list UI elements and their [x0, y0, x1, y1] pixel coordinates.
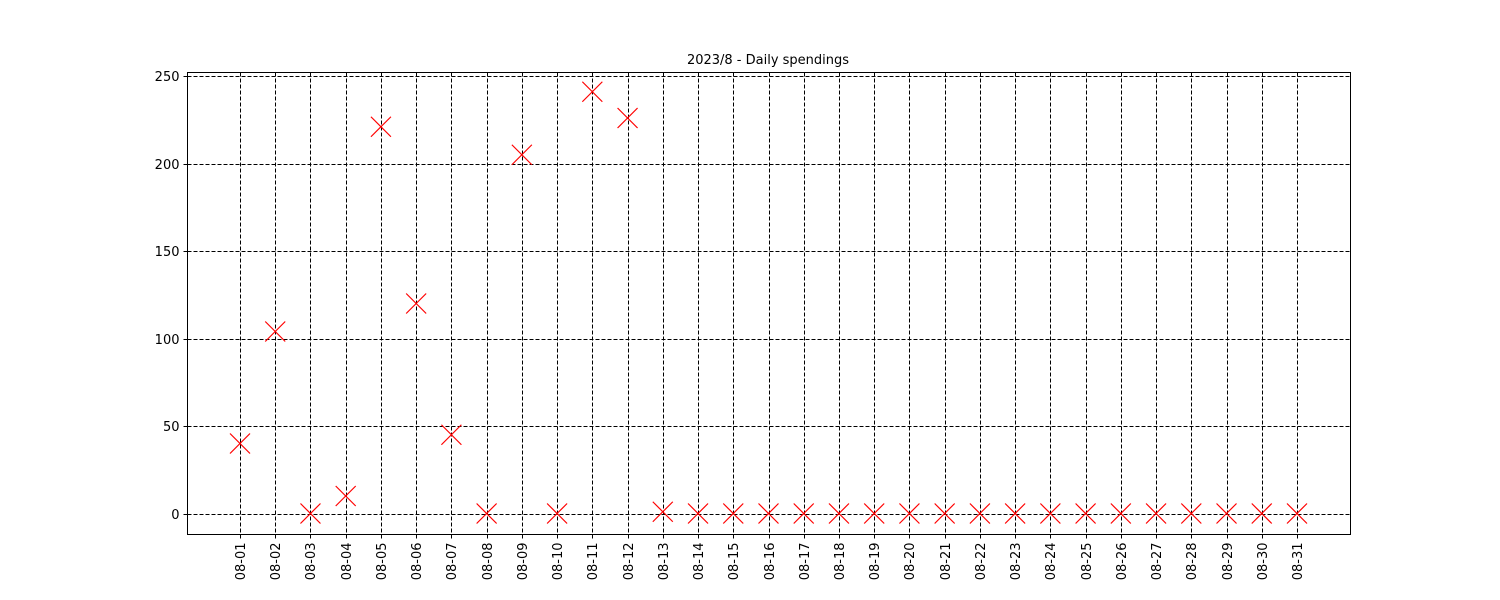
y-tick-label: 250: [155, 70, 180, 85]
x-tick-label: 08-13: [657, 543, 672, 581]
data-point: [687, 503, 709, 524]
x-tick-label: 08-01: [234, 543, 249, 581]
x-tick-label: 08-30: [1256, 543, 1271, 581]
x-tick-label: 08-26: [1115, 543, 1130, 581]
data-point: [899, 503, 920, 524]
x-tick-label: 08-16: [763, 543, 778, 581]
x-tick-label: 08-28: [1185, 543, 1200, 581]
x-tick-label: 08-15: [727, 543, 742, 581]
data-point: [934, 503, 956, 524]
x-tick-label: 08-03: [304, 543, 319, 581]
x-tick-label: 08-29: [1221, 543, 1236, 581]
x-tick-label: 08-17: [798, 543, 813, 581]
data-point: [1110, 503, 1132, 524]
x-tick-label: 08-20: [903, 543, 918, 581]
data-points: [229, 81, 1308, 524]
data-point: [335, 485, 357, 507]
x-tick-label: 08-08: [481, 543, 496, 581]
data-point: [229, 433, 251, 454]
chart-title: 2023/8 - Daily spendings: [687, 53, 849, 68]
data-point: [476, 503, 498, 524]
x-tick-label: 08-24: [1044, 543, 1059, 581]
data-point: [652, 501, 674, 523]
data-point: [793, 503, 815, 524]
data-point: [1004, 503, 1026, 524]
x-tick-label: 08-11: [586, 543, 601, 581]
axes: 0 50 100 150 200 250 08-01 08-02 08-03 08-04 08-05…: [155, 70, 1306, 580]
y-tick-label: 0: [171, 508, 179, 523]
data-point: [969, 503, 991, 524]
x-tick-label: 08-21: [939, 543, 954, 581]
x-tick-label: 08-07: [445, 543, 460, 581]
x-tick-label: 08-06: [410, 543, 425, 581]
data-point: [828, 503, 850, 524]
data-point: [511, 144, 533, 166]
x-tick-label: 08-31: [1291, 543, 1306, 581]
y-tick-label: 50: [163, 420, 180, 435]
data-point: [300, 503, 321, 524]
data-point: [581, 81, 603, 103]
x-tick-label: 08-10: [551, 543, 566, 581]
data-point: [758, 503, 779, 524]
y-tick-label: 200: [155, 158, 180, 173]
data-point: [546, 503, 568, 524]
plot-area-frame: [187, 72, 1351, 535]
x-tick-label: 08-09: [516, 543, 531, 581]
x-tick-label: 08-14: [692, 543, 707, 581]
data-point: [863, 503, 885, 524]
x-tick-label: 08-25: [1080, 543, 1095, 581]
x-tick-label: 08-23: [1009, 543, 1024, 581]
grid: [187, 72, 1351, 535]
data-point: [1216, 503, 1237, 524]
data-point: [1075, 503, 1097, 524]
data-point: [1145, 503, 1167, 524]
y-tick-label: 100: [155, 333, 180, 348]
data-point: [617, 107, 638, 129]
x-tick-label: 08-22: [974, 543, 989, 581]
x-tick-label: 08-27: [1150, 543, 1165, 581]
x-tick-label: 08-12: [622, 543, 637, 581]
data-point: [1180, 503, 1202, 524]
data-point: [264, 321, 286, 342]
data-point: [440, 424, 462, 446]
data-point: [722, 503, 744, 524]
x-tick-label: 08-02: [269, 543, 284, 581]
data-point: [1039, 503, 1061, 524]
x-tick-label: 08-04: [340, 543, 355, 581]
data-point: [1286, 503, 1308, 524]
x-tick-label: 08-19: [868, 543, 883, 581]
data-point: [1251, 503, 1273, 524]
x-tick-label: 08-18: [833, 543, 848, 581]
data-point: [370, 116, 392, 138]
data-point: [405, 293, 427, 314]
x-tick-label: 08-05: [375, 543, 390, 581]
y-tick-label: 150: [155, 245, 180, 260]
